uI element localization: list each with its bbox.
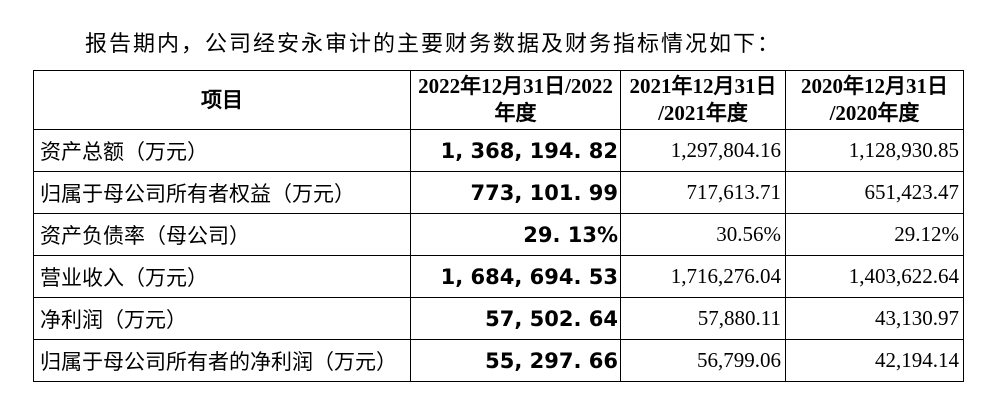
value-2022: 1, 684, 694. 53 xyxy=(410,255,621,298)
header-2020: 2020年12月31日 /2020年度 xyxy=(785,70,964,130)
intro-paragraph: 报告期内，公司经安永审计的主要财务数据及财务指标情况如下： xyxy=(85,31,782,56)
value-2021: 717,613.71 xyxy=(620,171,786,214)
value-2022: 55, 297. 66 xyxy=(410,339,621,382)
header-item-label: 项目 xyxy=(201,87,243,112)
header-2021-line1: 2021年12月31日 xyxy=(629,74,777,98)
value-2021: 1,716,276.04 xyxy=(620,255,786,298)
table-row: 净利润（万元） 57, 502. 64 57,880.11 43,130.97 xyxy=(33,297,964,340)
value-2021: 1,297,804.16 xyxy=(620,129,786,172)
table-row: 资产总额（万元） 1, 368, 194. 82 1,297,804.16 1,… xyxy=(33,129,964,172)
value-2021: 30.56% xyxy=(620,213,786,256)
header-2022-line1: 2022年12月31日/2022 xyxy=(418,74,613,98)
table-header-row: 项目 2022年12月31日/2022 年度 2021年12月31日 /2021… xyxy=(33,70,964,130)
table-row: 归属于母公司所有者的净利润（万元） 55, 297. 66 56,799.06 … xyxy=(33,339,964,382)
row-label: 资产负债率（母公司） xyxy=(33,213,411,256)
row-label: 营业收入（万元） xyxy=(33,255,411,298)
header-2022: 2022年12月31日/2022 年度 xyxy=(410,70,621,130)
value-2022: 57, 502. 64 xyxy=(410,297,621,340)
value-2021: 57,880.11 xyxy=(620,297,786,340)
financial-table: 项目 2022年12月31日/2022 年度 2021年12月31日 /2021… xyxy=(33,70,964,382)
table-row: 资产负债率（母公司） 29. 13% 30.56% 29.12% xyxy=(33,213,964,256)
value-2020: 43,130.97 xyxy=(785,297,964,340)
table-row: 营业收入（万元） 1, 684, 694. 53 1,716,276.04 1,… xyxy=(33,255,964,298)
value-2021: 56,799.06 xyxy=(620,339,786,382)
header-2021: 2021年12月31日 /2021年度 xyxy=(620,70,786,130)
header-2020-line1: 2020年12月31日 xyxy=(801,74,948,98)
row-label: 归属于母公司所有者的净利润（万元） xyxy=(33,339,411,382)
header-2022-line2: 年度 xyxy=(494,101,537,125)
header-2020-line2: /2020年度 xyxy=(829,101,920,125)
row-label: 净利润（万元） xyxy=(33,297,411,340)
table-row: 归属于母公司所有者权益（万元） 773, 101. 99 717,613.71 … xyxy=(33,171,964,214)
row-label: 资产总额（万元） xyxy=(33,129,411,172)
row-label: 归属于母公司所有者权益（万元） xyxy=(33,171,411,214)
value-2020: 1,403,622.64 xyxy=(785,255,964,298)
value-2020: 42,194.14 xyxy=(785,339,964,382)
value-2022: 29. 13% xyxy=(410,213,621,256)
value-2022: 1, 368, 194. 82 xyxy=(410,129,621,172)
value-2020: 1,128,930.85 xyxy=(785,129,964,172)
header-2021-line2: /2021年度 xyxy=(658,101,748,125)
value-2020: 29.12% xyxy=(785,213,964,256)
value-2020: 651,423.47 xyxy=(785,171,964,214)
header-item: 项目 xyxy=(33,70,411,130)
value-2022: 773, 101. 99 xyxy=(410,171,621,214)
